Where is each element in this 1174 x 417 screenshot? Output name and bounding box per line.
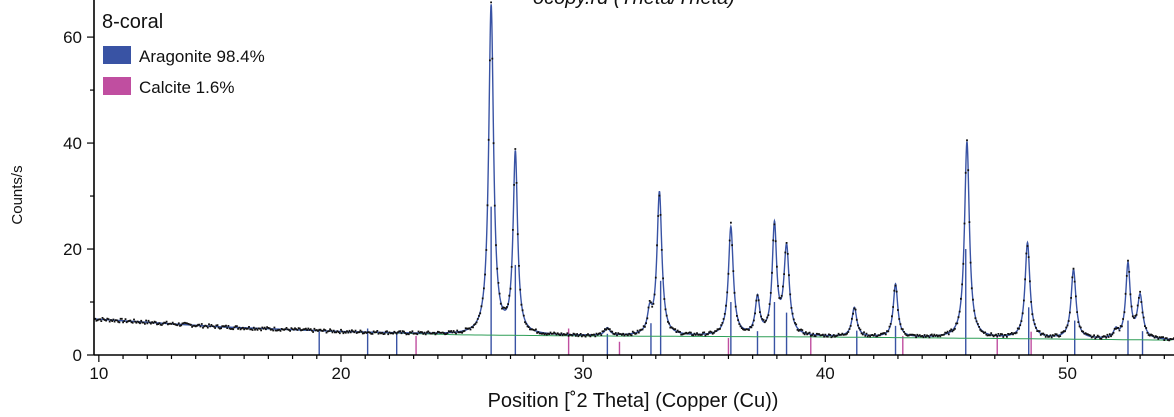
y-tick-label: 20 [63, 240, 82, 259]
legend-label-calcite: Calcite 1.6% [139, 78, 234, 97]
y-axis-title: Counts/s [9, 165, 26, 224]
x-tick-label: 30 [574, 364, 593, 383]
plot-area [94, 1, 1174, 355]
legend-swatch-calcite [103, 77, 131, 95]
x-tick-label: 20 [332, 364, 351, 383]
y-tick-label: 40 [63, 134, 82, 153]
legend-title: 8-coral [102, 11, 163, 33]
x-axis-title: Position [˚2 Theta] (Copper (Cu)) [488, 390, 779, 412]
legend-swatch-aragonite [103, 46, 131, 64]
legend-label-aragonite: Aragonite 98.4% [139, 47, 265, 66]
x-tick-label: 10 [89, 364, 108, 383]
x-axis-ticks: 10 20 30 40 50 [89, 355, 1165, 383]
y-tick-label: 0 [73, 346, 82, 365]
y-axis-ticks: 0 20 40 60 [63, 28, 94, 365]
chart-title-fragment: ocopy.rd (Theta/Theta) [533, 0, 735, 9]
y-tick-label: 60 [63, 28, 82, 47]
x-tick-label: 50 [1058, 364, 1077, 383]
observed-data-points [94, 1, 1174, 342]
legend: 8-coral Aragonite 98.4% Calcite 1.6% [102, 11, 265, 97]
x-tick-label: 40 [816, 364, 835, 383]
